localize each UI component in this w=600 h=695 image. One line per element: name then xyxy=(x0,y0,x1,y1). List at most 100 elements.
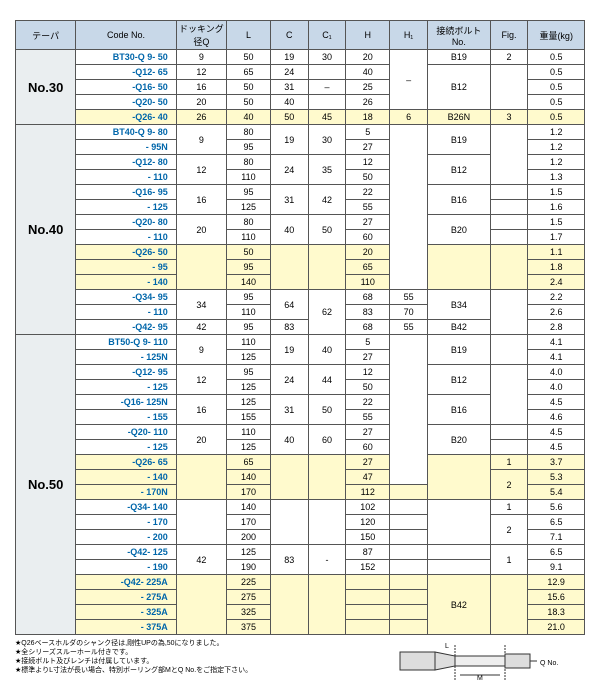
cell: 20 xyxy=(346,245,390,260)
cell: -Q16- 50 xyxy=(76,80,176,95)
cell: 2 xyxy=(490,50,528,65)
cell xyxy=(308,455,346,500)
cell: 60 xyxy=(346,440,390,455)
cell: -Q12- 65 xyxy=(76,65,176,80)
cell xyxy=(390,575,428,590)
svg-text:Q No.: Q No. xyxy=(540,660,558,667)
cell: - 110 xyxy=(76,305,176,320)
cell xyxy=(390,485,428,500)
cell: -Q16- 95 xyxy=(76,185,176,200)
cell: 19 xyxy=(270,50,308,65)
cell: 2.4 xyxy=(528,275,585,290)
cell: 110 xyxy=(227,425,271,440)
cell: 9 xyxy=(176,335,226,365)
cell: 125 xyxy=(227,395,271,410)
cell: 9 xyxy=(176,50,226,65)
cell: 0.5 xyxy=(528,65,585,80)
cell: 1.2 xyxy=(528,140,585,155)
cell: 95 xyxy=(227,260,271,275)
cell: 50 xyxy=(227,50,271,65)
cell: -Q26- 40 xyxy=(76,110,176,125)
cell xyxy=(176,245,226,290)
cell: 34 xyxy=(176,290,226,320)
cell: BT30-Q 9- 50 xyxy=(76,50,176,65)
cell xyxy=(308,65,346,80)
col-header: H₁ xyxy=(390,21,428,50)
svg-text:L: L xyxy=(445,643,449,650)
cell: 64 xyxy=(270,290,308,320)
cell: 44 xyxy=(308,365,346,395)
cell: B12 xyxy=(427,365,490,395)
cell: 5 xyxy=(346,335,390,350)
col-header: ドッキング径Q xyxy=(176,21,226,50)
cell xyxy=(490,440,528,455)
cell: 125 xyxy=(227,350,271,365)
cell xyxy=(308,245,346,290)
cell: B19 xyxy=(427,125,490,155)
cell xyxy=(490,365,528,425)
cell: 18 xyxy=(346,110,390,125)
cell: 27 xyxy=(346,140,390,155)
cell: -Q12- 95 xyxy=(76,365,176,380)
cell: 2 xyxy=(490,470,528,500)
cell: 2 xyxy=(490,515,528,545)
cell: 87 xyxy=(346,545,390,560)
cell: 9.1 xyxy=(528,560,585,575)
cell: 150 xyxy=(346,530,390,545)
cell: 4.5 xyxy=(528,425,585,440)
cell: - 125 xyxy=(76,440,176,455)
cell xyxy=(427,545,490,560)
cell xyxy=(427,560,490,575)
cell: 45 xyxy=(308,110,346,125)
cell: 40 xyxy=(270,95,308,110)
cell: 60 xyxy=(346,230,390,245)
cell: 50 xyxy=(227,95,271,110)
cell: -Q26- 65 xyxy=(76,455,176,470)
cell xyxy=(390,545,428,560)
cell: 1.2 xyxy=(528,155,585,170)
cell: B20 xyxy=(427,425,490,455)
cell xyxy=(490,65,528,110)
cell: - 125 xyxy=(76,200,176,215)
cell: 24 xyxy=(270,155,308,185)
cell: 110 xyxy=(227,305,271,320)
cell: 12 xyxy=(176,155,226,185)
cell: 0.5 xyxy=(528,95,585,110)
cell: 275 xyxy=(227,590,271,605)
cell xyxy=(270,575,308,635)
cell: 4.0 xyxy=(528,380,585,395)
cell: 12 xyxy=(346,155,390,170)
cell: 375 xyxy=(227,620,271,635)
cell xyxy=(427,500,490,545)
cell xyxy=(490,185,528,200)
cell: 20 xyxy=(176,95,226,110)
cell: 12 xyxy=(346,365,390,380)
col-header: L xyxy=(227,21,271,50)
col-header: 重量(kg) xyxy=(528,21,585,50)
cell xyxy=(490,230,528,245)
cell: 140 xyxy=(227,470,271,485)
cell xyxy=(390,125,428,290)
cell: 140 xyxy=(227,500,271,515)
cell xyxy=(390,605,428,620)
cell: 83 xyxy=(270,545,308,575)
cell: 125 xyxy=(227,545,271,560)
cell: -Q42- 225A xyxy=(76,575,176,590)
cell: 6.5 xyxy=(528,515,585,530)
cell: 4.1 xyxy=(528,335,585,350)
col-header: H xyxy=(346,21,390,50)
cell: 0.5 xyxy=(528,50,585,65)
cell: -Q20- 80 xyxy=(76,215,176,230)
cell: 190 xyxy=(227,560,271,575)
cell: - 275A xyxy=(76,590,176,605)
cell: 15.6 xyxy=(528,590,585,605)
cell: 65 xyxy=(227,65,271,80)
cell: 2.2 xyxy=(528,290,585,305)
cell: 50 xyxy=(227,245,271,260)
cell: 110 xyxy=(227,170,271,185)
cell: - xyxy=(308,545,346,575)
cell: BT50-Q 9- 110 xyxy=(76,335,176,350)
cell: 3.7 xyxy=(528,455,585,470)
cell: - 170 xyxy=(76,515,176,530)
cell: 4.1 xyxy=(528,350,585,365)
